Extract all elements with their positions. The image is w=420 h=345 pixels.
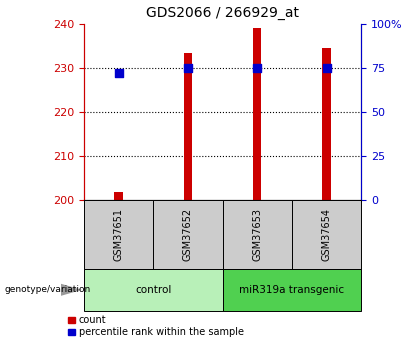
- Bar: [292, 200, 361, 269]
- Bar: [84, 200, 153, 269]
- Text: control: control: [135, 285, 171, 295]
- Point: [115, 71, 122, 76]
- Bar: [184, 53, 192, 200]
- Text: genotype/variation: genotype/variation: [4, 285, 90, 294]
- Bar: [223, 200, 292, 269]
- Text: GSM37653: GSM37653: [252, 208, 262, 261]
- Bar: [253, 28, 261, 200]
- Text: GSM37654: GSM37654: [322, 208, 331, 261]
- Legend: count, percentile rank within the sample: count, percentile rank within the sample: [68, 315, 244, 337]
- Polygon shape: [61, 284, 82, 296]
- Bar: [153, 200, 223, 269]
- Point: [254, 66, 260, 71]
- Text: GSM37651: GSM37651: [114, 208, 123, 261]
- Bar: [223, 269, 361, 310]
- Bar: [115, 192, 123, 200]
- Bar: [84, 269, 223, 310]
- Text: GSM37652: GSM37652: [183, 208, 193, 261]
- Point: [323, 66, 330, 71]
- Title: GDS2066 / 266929_at: GDS2066 / 266929_at: [146, 6, 299, 20]
- Text: miR319a transgenic: miR319a transgenic: [239, 285, 344, 295]
- Bar: [323, 48, 331, 200]
- Point: [185, 66, 192, 71]
